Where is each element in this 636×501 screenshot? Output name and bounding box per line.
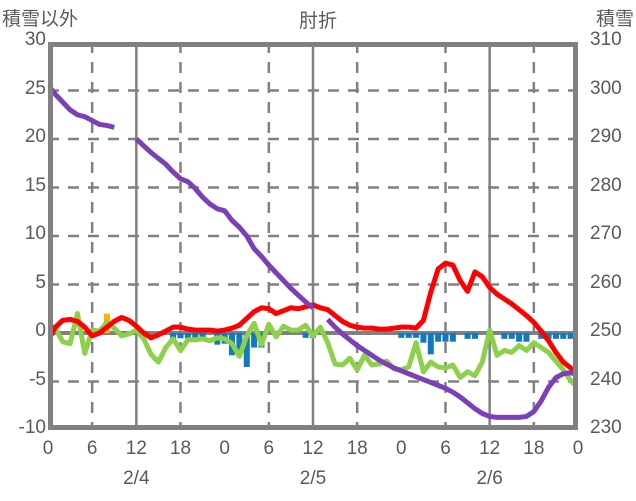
bar [170,333,177,339]
x-tick-1: 6 [86,438,98,459]
bar [243,333,250,367]
right-tick-310: 310 [590,29,622,50]
plot-frame [48,42,578,430]
right-tick-260: 260 [590,271,622,293]
plot-area [48,42,578,430]
bar [302,333,309,338]
bar [508,333,515,339]
bar [236,333,243,357]
bar [449,333,456,342]
right-tick-230: 230 [590,417,622,438]
day-label-2-4: 2/4 [123,468,150,489]
bar [567,333,574,339]
x-tick-12: 0 [572,438,584,459]
right-tick-290: 290 [590,126,622,147]
left-tick--5: -5 [29,368,46,390]
right-tick-280: 280 [590,174,622,196]
left-axis-title: 積雪以外 [2,9,79,30]
day-label-2-5: 2/5 [299,468,327,489]
x-tick-7: 18 [346,438,368,459]
right-axis-title: 積雪 [595,9,634,30]
left-tick-0: 0 [35,320,46,341]
x-tick-9: 6 [440,438,451,459]
bar [545,333,552,339]
left-tick-25: 25 [24,77,46,99]
x-tick-2: 12 [125,438,147,459]
right-tick-250: 250 [590,320,622,341]
x-tick-4: 0 [219,438,230,459]
x-tick-11: 18 [523,438,545,459]
bar [538,333,545,339]
bar [471,333,478,339]
chart-canvas [48,42,578,430]
x-tick-5: 6 [263,438,275,459]
left-tick--10: -10 [18,417,46,438]
chart-title: 肘折 [298,11,337,32]
bar [413,333,420,338]
bar [552,333,559,339]
bar [560,333,567,339]
bar [523,333,530,342]
series-line [134,137,315,310]
left-tick-5: 5 [35,271,46,293]
bar [464,333,471,339]
right-tick-270: 270 [590,223,622,244]
series-7d3fb8 [48,83,578,420]
x-tick-6: 12 [302,438,324,459]
bar [516,333,523,342]
bar [427,333,434,355]
bar [184,333,191,339]
series-line [48,311,578,391]
bar [251,333,258,348]
x-tick-8: 0 [396,438,407,459]
bar [442,333,449,342]
bar [199,333,206,339]
left-tick-15: 15 [24,174,46,196]
bar [435,333,442,342]
series-line [48,83,115,130]
bar [501,333,508,339]
x-tick-0: 0 [42,438,54,459]
bar [405,333,412,338]
bar [192,333,199,339]
left-tick-30: 30 [24,29,46,50]
left-tick-10: 10 [24,223,46,244]
bar [420,333,427,343]
day-label-2-6: 2/6 [476,468,503,489]
series-line [325,317,578,420]
x-tick-10: 12 [479,438,501,459]
bar [177,333,184,339]
x-tick-3: 18 [169,438,192,459]
series-8dd04a [48,311,578,391]
right-tick-300: 300 [590,77,622,99]
left-tick-20: 20 [24,126,46,147]
right-tick-240: 240 [590,368,622,390]
bar [398,333,405,338]
